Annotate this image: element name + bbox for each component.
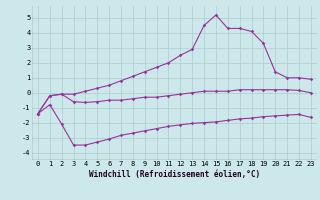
- X-axis label: Windchill (Refroidissement éolien,°C): Windchill (Refroidissement éolien,°C): [89, 170, 260, 179]
